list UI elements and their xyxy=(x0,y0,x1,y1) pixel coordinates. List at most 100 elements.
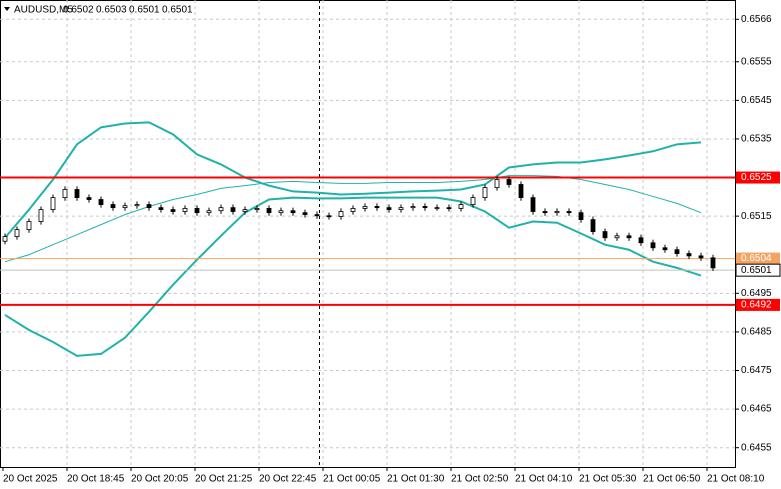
candle-body xyxy=(338,211,344,217)
x-tick-label: 21 Oct 06:50 xyxy=(643,474,701,485)
x-tick-label: 21 Oct 04:10 xyxy=(515,474,573,485)
candle-body xyxy=(674,249,680,254)
candle-body xyxy=(146,204,152,209)
symbol: AUDUSD,M5 xyxy=(14,5,73,16)
candle-body xyxy=(422,206,428,209)
candle-body xyxy=(650,242,656,249)
candle-body xyxy=(434,207,440,210)
x-tick-label: 20 Oct 22:45 xyxy=(259,474,317,485)
candle-body xyxy=(566,211,572,214)
y-tick-label: 0.6545 xyxy=(741,95,772,106)
candle-body xyxy=(242,209,248,212)
band-lower xyxy=(4,196,702,357)
band-middle xyxy=(4,175,702,263)
candle-body xyxy=(698,255,704,259)
header-value: 0.6501 xyxy=(162,5,193,16)
candle-body xyxy=(494,179,500,188)
band-upper xyxy=(4,121,702,239)
x-tick-label: 20 Oct 18:45 xyxy=(67,474,125,485)
price-label: 0.6501 xyxy=(741,265,772,276)
candle-body xyxy=(182,208,188,212)
candle-body xyxy=(254,208,260,210)
candle-body xyxy=(122,205,128,209)
axes: 0.65660.65550.65450.65350.65150.64950.64… xyxy=(2,14,781,485)
candle-body xyxy=(662,247,668,251)
candle-body xyxy=(554,211,560,214)
candle-body xyxy=(410,206,416,209)
candles xyxy=(2,176,716,271)
candle-body xyxy=(602,231,608,239)
candle-body xyxy=(230,207,236,212)
candle-body xyxy=(386,207,392,210)
x-tick-label: 20 Oct 21:25 xyxy=(195,474,253,485)
candle-body xyxy=(482,187,488,199)
candle-body xyxy=(542,211,548,214)
menu-arrow[interactable] xyxy=(4,7,10,11)
candle-body xyxy=(506,179,512,185)
candle-body xyxy=(62,189,68,199)
candle-body xyxy=(458,204,464,209)
candle-body xyxy=(530,197,536,212)
header-value: 0.6502 xyxy=(63,5,94,16)
x-tick-label: 21 Oct 02:50 xyxy=(451,474,509,485)
x-tick-label: 20 Oct 20:05 xyxy=(131,474,189,485)
y-tick-label: 0.6535 xyxy=(741,134,772,145)
candle-body xyxy=(14,229,20,237)
price-levels xyxy=(0,176,735,306)
price-label-bg xyxy=(735,263,781,277)
y-tick-label: 0.6515 xyxy=(741,211,772,222)
price-label: 0.6492 xyxy=(741,300,772,311)
y-tick-label: 0.6485 xyxy=(741,327,772,338)
candle-body xyxy=(590,219,596,232)
candle-body xyxy=(218,207,224,212)
candle-body xyxy=(98,199,104,205)
candle-body xyxy=(374,206,380,209)
y-tick-label: 0.6465 xyxy=(741,404,772,415)
candle-body xyxy=(302,212,308,215)
candle-body xyxy=(206,210,212,214)
candle-body xyxy=(170,209,176,212)
candle-body xyxy=(290,210,296,214)
candle-body xyxy=(710,257,716,269)
header-ohlc: 0.6502 0.6503 0.6501 0.6501 xyxy=(63,5,193,16)
plot-area xyxy=(0,0,736,468)
candle-body xyxy=(626,235,632,239)
candle-body xyxy=(398,207,404,210)
price-label-bg xyxy=(736,298,780,311)
y-tick-label: 0.6475 xyxy=(741,365,772,376)
candle-body xyxy=(470,197,476,205)
x-tick-label: 20 Oct 2025 xyxy=(3,474,58,485)
candle-body xyxy=(638,237,644,244)
y-tick-label: 0.6455 xyxy=(741,442,772,453)
candle-body xyxy=(362,206,368,209)
grid xyxy=(0,0,735,467)
y-tick-label: 0.6555 xyxy=(741,56,772,67)
candle-body xyxy=(38,209,44,222)
header-value: 0.6503 xyxy=(96,5,127,16)
candle-body xyxy=(110,204,116,209)
x-tick-label: 21 Oct 05:30 xyxy=(579,474,637,485)
candle-body xyxy=(134,204,140,207)
y-tick-label: 0.6495 xyxy=(741,288,772,299)
candle-body xyxy=(86,197,92,200)
candle-body xyxy=(158,207,164,210)
candle-body xyxy=(266,208,272,214)
candle-body xyxy=(26,221,32,231)
candle-body xyxy=(50,197,56,210)
candle-body xyxy=(578,212,584,221)
x-tick-label: 21 Oct 08:10 xyxy=(707,474,765,485)
candle-body xyxy=(2,236,8,242)
header-value: 0.6501 xyxy=(129,5,160,16)
candle-body xyxy=(614,235,620,239)
candle-body xyxy=(314,214,320,217)
x-tick-label: 21 Oct 00:05 xyxy=(323,474,381,485)
bollinger-bands xyxy=(4,121,702,357)
candle-body xyxy=(278,210,284,214)
candle-body xyxy=(446,207,452,210)
price-label: 0.6504 xyxy=(741,253,772,264)
candle-body xyxy=(518,184,524,199)
x-tick-label: 21 Oct 01:30 xyxy=(387,474,445,485)
price-label-bg xyxy=(736,252,780,265)
candle-body xyxy=(686,253,692,257)
